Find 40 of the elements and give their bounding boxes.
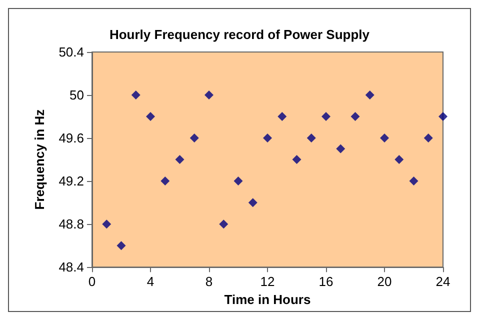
point bbox=[306, 134, 316, 143]
x-tick-label: 8 bbox=[205, 274, 213, 290]
y-tick-label: 50 bbox=[70, 88, 84, 103]
point bbox=[190, 134, 199, 143]
y-tick-label: 48.8 bbox=[58, 216, 84, 232]
x-axis-title: Time in Hours bbox=[224, 292, 311, 307]
point bbox=[234, 176, 243, 186]
point bbox=[394, 155, 404, 164]
chart-title: Hourly Frequency record of Power Supply bbox=[109, 27, 370, 42]
point bbox=[160, 176, 170, 186]
point bbox=[131, 90, 140, 100]
point bbox=[248, 198, 258, 208]
point bbox=[204, 90, 214, 100]
x-tick-label: 12 bbox=[260, 274, 275, 290]
point bbox=[350, 112, 360, 122]
point bbox=[424, 134, 433, 143]
point bbox=[380, 134, 389, 143]
y-axis-title: Frequency in Hz bbox=[32, 108, 47, 210]
point bbox=[438, 112, 448, 122]
point bbox=[409, 176, 418, 186]
x-tick-label: 16 bbox=[318, 274, 334, 290]
point bbox=[292, 155, 302, 164]
point bbox=[336, 144, 346, 154]
point bbox=[322, 112, 330, 122]
y-tick-label: 48.4 bbox=[58, 260, 84, 275]
x-tick-label: 4 bbox=[146, 274, 154, 290]
point bbox=[263, 134, 272, 143]
point bbox=[102, 220, 112, 229]
x-tick-label: 24 bbox=[436, 274, 450, 290]
point bbox=[175, 155, 184, 164]
point bbox=[146, 112, 155, 122]
point bbox=[219, 220, 228, 229]
point bbox=[116, 241, 126, 250]
y-tick-label: 49.6 bbox=[58, 130, 84, 146]
y-tick-label: 49.2 bbox=[58, 174, 84, 189]
x-tick-label: 0 bbox=[88, 274, 96, 290]
point bbox=[278, 112, 287, 122]
y-tick-label: 50.4 bbox=[58, 44, 84, 60]
x-tick-label: 20 bbox=[377, 274, 392, 290]
point bbox=[365, 90, 374, 100]
